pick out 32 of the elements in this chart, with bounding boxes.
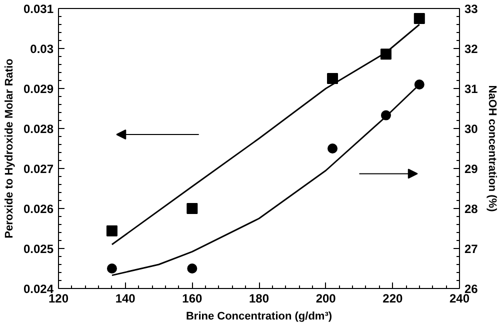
x-tick-label: 120 [48,292,69,306]
y2-tick-label: 27 [464,242,478,256]
x-tick-label: 180 [248,292,270,306]
point [328,144,338,154]
x-tick-label: 240 [449,292,470,306]
point [414,80,424,90]
point [327,73,338,84]
x-tick-label: 220 [382,292,404,306]
y2-tick-label: 31 [464,82,478,96]
point [106,225,118,236]
x-tick-label: 200 [316,292,336,306]
y-tick-label: 0.026 [23,202,54,216]
point [414,13,425,24]
point [106,264,117,274]
y2-tick-label: 28 [464,202,478,216]
y2-tick-label: 29 [464,162,478,176]
y-axis-title: Peroxide to Hydroxide Molar Ratio [3,58,16,238]
x-tick-label: 160 [182,292,203,306]
y-tick-label: 0.027 [23,162,54,176]
point [186,203,198,214]
y2-axis-title: NaOH concentration (%) [486,85,498,212]
point [187,264,198,274]
y-tick-label: 0.03 [30,42,54,56]
y2-tick-label: 33 [464,2,478,16]
x-axis-title: Brine Concentration (g/dm³) [186,310,332,322]
y-tick-label: 0.025 [23,242,54,256]
x-tick-label: 140 [115,292,136,306]
y-tick-label: 0.031 [23,2,54,16]
y-tick-label: 0.029 [23,82,54,96]
y2-tick-label: 30 [464,122,478,136]
y2-tick-label: 32 [464,42,478,56]
y-tick-label: 0.028 [23,122,54,136]
